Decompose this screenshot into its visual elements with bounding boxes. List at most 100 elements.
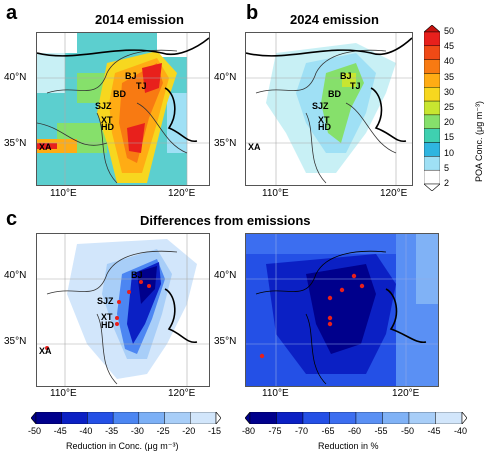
marker-hd bbox=[115, 322, 119, 326]
colorbar-pct-right-arrow bbox=[461, 412, 467, 424]
city-label-hd-c1: HD bbox=[101, 320, 114, 330]
colorbar-pct-tick: -50 bbox=[401, 426, 415, 436]
map-a-lon-110: 110°E bbox=[50, 188, 77, 199]
northern-boundary bbox=[37, 37, 209, 57]
colorbar-abs-band bbox=[138, 412, 165, 424]
colorbar-pct-tick: -40 bbox=[454, 426, 468, 436]
map-c2-lat-35: 35°N bbox=[214, 336, 237, 347]
colorbar-poa-tick: 50 bbox=[444, 26, 455, 36]
city-label-bd-b: BD bbox=[328, 89, 341, 99]
map-b-yellow-bj bbox=[342, 73, 356, 87]
map-diff-abs-svg bbox=[37, 234, 209, 386]
map-c2-grid bbox=[246, 234, 438, 386]
map-2014-emission: BJ TJ BD SJZ XT HD XA bbox=[36, 32, 210, 186]
border-line-4 bbox=[136, 102, 188, 154]
marker-xt-c2 bbox=[327, 315, 333, 321]
map-a-lat-35: 35°N bbox=[4, 138, 27, 149]
panel-title-c: Differences from emissions bbox=[140, 213, 311, 228]
map-b-lat-40: 40°N bbox=[214, 72, 237, 83]
colorbar-abs-tick: -40 bbox=[79, 426, 93, 436]
border-line-c2b bbox=[305, 313, 327, 385]
colorbar-pct-left-arrow bbox=[245, 412, 251, 424]
marker-hd-c2 bbox=[327, 321, 333, 327]
map-b-grid bbox=[246, 33, 412, 185]
marker-xa-c2 bbox=[259, 353, 265, 359]
colorbar-poa-bottom-arrow bbox=[424, 183, 440, 191]
map-a-lat-40: 40°N bbox=[4, 72, 27, 83]
marker-xa bbox=[45, 346, 49, 350]
border-line-c2a bbox=[255, 250, 387, 295]
colorbar-abs bbox=[31, 412, 221, 424]
map-c2-borders bbox=[255, 250, 387, 385]
colorbar-abs-ticks: -50 -45 -40 -35 -30 -25 -20 -15 bbox=[28, 426, 221, 438]
colorbar-abs-svg bbox=[31, 412, 221, 424]
colorbar-poa-tick: 5 bbox=[444, 162, 450, 173]
marker-tj-c2 bbox=[359, 283, 365, 289]
city-label-xt: XT bbox=[101, 115, 113, 125]
marker-bj-c2 bbox=[351, 273, 357, 279]
colorbar-poa-band bbox=[424, 142, 440, 157]
city-label-tj: TJ bbox=[136, 81, 147, 91]
border-line-b2 bbox=[305, 112, 327, 184]
colorbar-poa-svg bbox=[424, 25, 440, 191]
map-c2-north-band bbox=[246, 234, 438, 254]
colorbar-pct-tick: -80 bbox=[242, 426, 256, 436]
city-label-xt-b: XT bbox=[318, 115, 330, 125]
colorbar-pct-band bbox=[355, 412, 383, 424]
colorbar-abs-band bbox=[112, 412, 140, 424]
border-line-3 bbox=[37, 122, 108, 146]
map-a-xa-red bbox=[37, 143, 57, 149]
panel-letter-c: c bbox=[6, 208, 18, 230]
colorbar-poa-tick: 25 bbox=[444, 102, 455, 112]
colorbar-pct-ticks: -80 -75 -70 -65 -60 -55 -50 -45 -40 bbox=[242, 426, 467, 438]
colorbar-abs-tick: -45 bbox=[53, 426, 67, 436]
map-2014-svg bbox=[37, 33, 209, 185]
colorbar-poa-band bbox=[424, 59, 440, 74]
border-line-b3 bbox=[345, 102, 397, 154]
city-label-sjz-b: SJZ bbox=[312, 101, 329, 111]
colorbar-pct-tick: -45 bbox=[427, 426, 441, 436]
colorbar-poa-band bbox=[424, 114, 440, 129]
border-line-c1b bbox=[96, 313, 118, 385]
panel-title-a: 2014 emission bbox=[95, 12, 184, 27]
colorbar-pct-band bbox=[382, 412, 410, 424]
marker-bd bbox=[127, 290, 131, 294]
colorbar-poa-tick: 35 bbox=[444, 71, 455, 82]
colorbar-poa-tick: 45 bbox=[444, 41, 455, 52]
map-b-coast bbox=[246, 37, 412, 143]
colorbar-poa bbox=[424, 25, 440, 191]
colorbar-poa-tick: 2 bbox=[444, 178, 450, 188]
colorbar-pct-band bbox=[249, 412, 277, 424]
northern-boundary-b bbox=[246, 37, 412, 57]
map-c2-city-markers bbox=[259, 273, 365, 359]
map-c2-lat-40: 40°N bbox=[214, 270, 237, 281]
city-label-bd: BD bbox=[113, 89, 126, 99]
colorbar-poa-band bbox=[424, 128, 440, 143]
border-line-c1a bbox=[46, 250, 178, 295]
colorbar-pct-band bbox=[302, 412, 330, 424]
colorbar-pct bbox=[245, 412, 467, 424]
colorbar-poa-tick: 40 bbox=[444, 56, 455, 67]
city-label-sjz-c1: SJZ bbox=[97, 296, 114, 306]
colorbar-poa-tick: 10 bbox=[444, 147, 455, 158]
map-c2-lon-120: 120°E bbox=[392, 388, 420, 399]
panel-letter-b: b bbox=[246, 2, 259, 24]
coastline bbox=[164, 87, 198, 143]
map-2024-emission: BJ TJ BD SJZ XT HD XA bbox=[245, 32, 413, 186]
panel-letter-a: a bbox=[6, 2, 18, 24]
map-diff-pct-svg bbox=[246, 234, 438, 386]
colorbar-poa-tick: 15 bbox=[444, 132, 455, 143]
colorbar-abs-tick: -50 bbox=[28, 426, 42, 436]
map-a-red-hd bbox=[127, 123, 145, 153]
colorbar-poa-bands bbox=[424, 31, 440, 185]
border-line-2 bbox=[96, 112, 118, 184]
coastline-c2 bbox=[385, 288, 427, 344]
city-label-bj-b: BJ bbox=[340, 71, 352, 81]
map-c2-coast bbox=[385, 288, 427, 344]
coastline-c1 bbox=[164, 288, 198, 344]
colorbar-abs-band bbox=[190, 412, 217, 424]
city-label-tj-b: TJ bbox=[350, 81, 361, 91]
colorbar-abs-bands bbox=[35, 412, 217, 424]
colorbar-abs-tick: -15 bbox=[208, 426, 222, 436]
map-c1-lon-110: 110°E bbox=[50, 388, 77, 399]
